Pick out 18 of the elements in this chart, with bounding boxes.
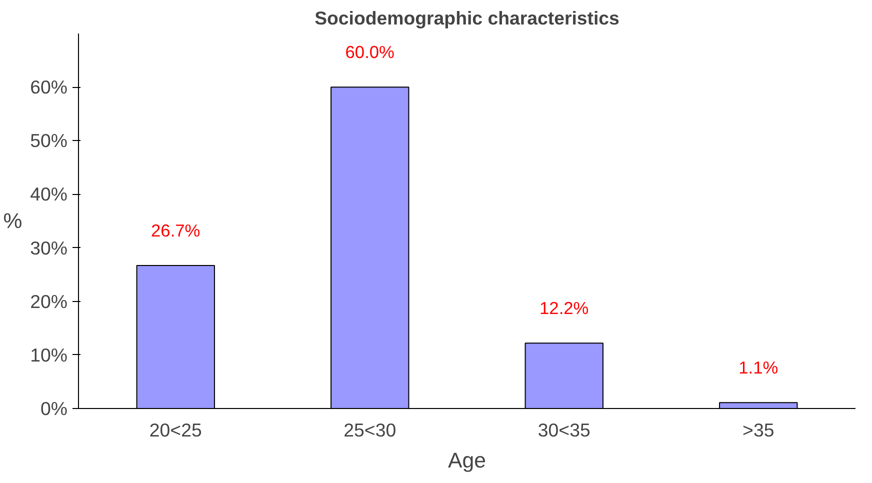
data-label: 12.2% (540, 298, 589, 318)
data-label: 26.7% (151, 220, 200, 240)
y-tick-label: 50% (30, 130, 68, 152)
y-axis-title: % (3, 209, 22, 233)
data-label: 60.0% (345, 42, 394, 62)
y-tick-label: 10% (30, 344, 68, 366)
y-tick-label: 60% (30, 76, 68, 98)
x-tick-label: 25<30 (344, 420, 396, 440)
y-tick-label: 40% (30, 184, 68, 205)
x-tick-label: >35 (742, 420, 774, 440)
data-label: 1.1% (738, 358, 778, 378)
y-tick-label: 30% (30, 237, 68, 258)
y-tick-label: 0% (40, 398, 68, 419)
x-tick-label: 30<35 (538, 420, 590, 440)
x-axis-title: Age (448, 448, 486, 472)
chart-title: Sociodemographic characteristics (314, 8, 620, 28)
y-tick-label: 20% (30, 290, 68, 312)
x-tick-label: 20<25 (149, 420, 202, 440)
